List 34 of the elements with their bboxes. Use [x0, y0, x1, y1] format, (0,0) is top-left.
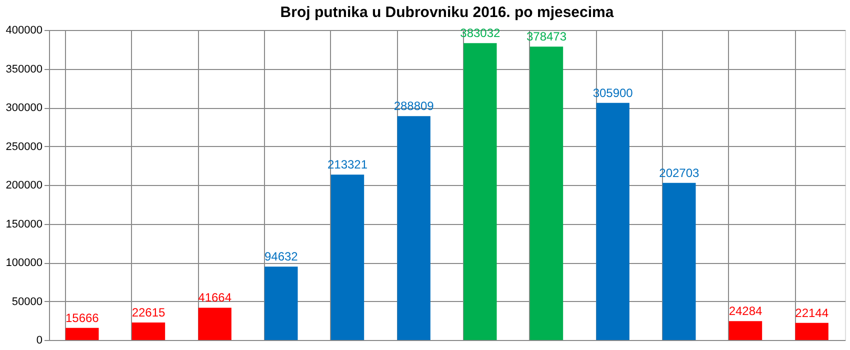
bar — [198, 308, 232, 340]
data-label: 22615 — [132, 305, 166, 320]
data-label: 94632 — [264, 250, 298, 264]
y-tick-label: 200000 — [6, 180, 42, 192]
data-label: 15666 — [65, 310, 100, 325]
data-label: 383032 — [460, 26, 501, 40]
bar — [728, 321, 762, 340]
data-label: 378473 — [526, 30, 567, 44]
bar — [662, 182, 696, 340]
bar — [264, 266, 298, 340]
bar — [596, 102, 630, 340]
y-tick-label: 250000 — [6, 140, 42, 153]
y-tick-label: 50000 — [12, 296, 42, 308]
data-label: 305900 — [592, 86, 634, 100]
data-label: 202703 — [659, 166, 700, 180]
data-label: 22144 — [795, 306, 829, 320]
data-label: 24284 — [728, 304, 763, 318]
y-tick-label: 350000 — [6, 63, 42, 76]
y-tick-label: 300000 — [6, 102, 42, 114]
bar — [330, 174, 364, 340]
bar — [66, 328, 99, 340]
bar — [530, 46, 564, 340]
y-tick-label: 100000 — [6, 257, 42, 269]
y-tick-label: 0 — [36, 334, 42, 346]
bar — [397, 116, 430, 340]
bar — [464, 43, 497, 340]
y-tick-label: 150000 — [6, 218, 42, 230]
y-tick-label: 400000 — [6, 24, 42, 36]
data-label: 41664 — [198, 290, 232, 305]
chart-title: Broj putnika u Dubrovniku 2016. po mjesecima — [280, 4, 614, 21]
data-label: 288809 — [394, 99, 434, 114]
bar — [795, 322, 828, 340]
data-label: 213321 — [327, 158, 368, 172]
bar — [132, 322, 166, 340]
